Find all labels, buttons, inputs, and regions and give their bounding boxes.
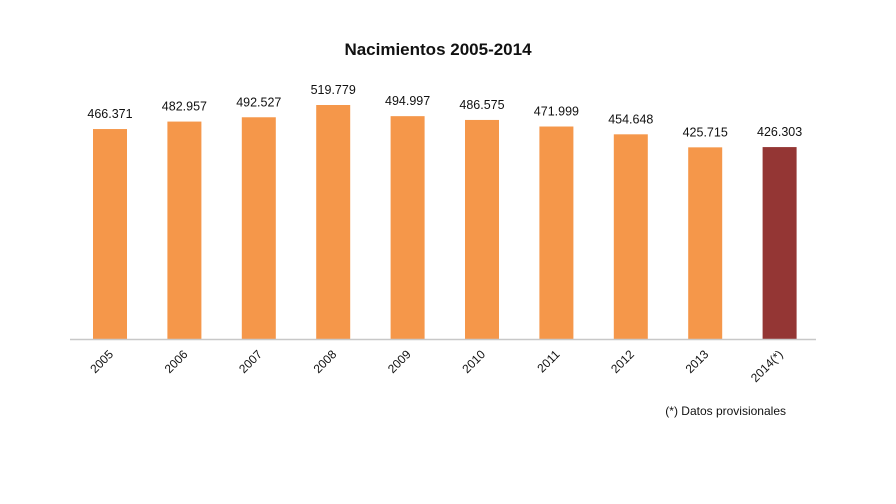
data-label: 466.371 bbox=[87, 107, 132, 121]
chart-title: Nacimientos 2005-2014 bbox=[344, 40, 532, 59]
bar-2005 bbox=[93, 129, 127, 339]
data-label: 519.779 bbox=[311, 83, 356, 97]
bar-2008 bbox=[316, 105, 351, 339]
x-tick-label: 2014(*) bbox=[748, 347, 786, 385]
data-label: 454.648 bbox=[608, 112, 653, 126]
bar-2014(*) bbox=[762, 147, 797, 339]
data-label: 471.999 bbox=[534, 105, 579, 119]
x-tick-label: 2011 bbox=[534, 347, 562, 375]
data-label: 486.575 bbox=[459, 98, 504, 112]
bar-2012 bbox=[613, 134, 648, 339]
x-tick-label: 2005 bbox=[87, 347, 116, 376]
x-tick-label: 2008 bbox=[311, 347, 340, 376]
x-tick-label: 2007 bbox=[236, 347, 265, 376]
x-tick-label: 2013 bbox=[683, 347, 712, 376]
bar-2013 bbox=[688, 147, 723, 339]
bar-2010 bbox=[465, 119, 499, 339]
x-tick-label: 2006 bbox=[162, 347, 191, 376]
bar-2007 bbox=[241, 117, 276, 339]
bar-2011 bbox=[539, 126, 574, 340]
bar-2009 bbox=[390, 116, 425, 339]
bar-2006 bbox=[167, 121, 202, 340]
x-tick-label: 2009 bbox=[385, 347, 414, 376]
data-label: 492.527 bbox=[236, 95, 281, 109]
x-tick-label: 2010 bbox=[459, 347, 488, 376]
data-label: 482.957 bbox=[162, 100, 207, 114]
footnote: (*) Datos provisionales bbox=[665, 404, 786, 418]
data-label: 425.715 bbox=[683, 125, 728, 139]
x-tick-label: 2012 bbox=[608, 347, 637, 376]
data-label: 494.997 bbox=[385, 94, 430, 108]
data-label: 426.303 bbox=[757, 125, 802, 139]
